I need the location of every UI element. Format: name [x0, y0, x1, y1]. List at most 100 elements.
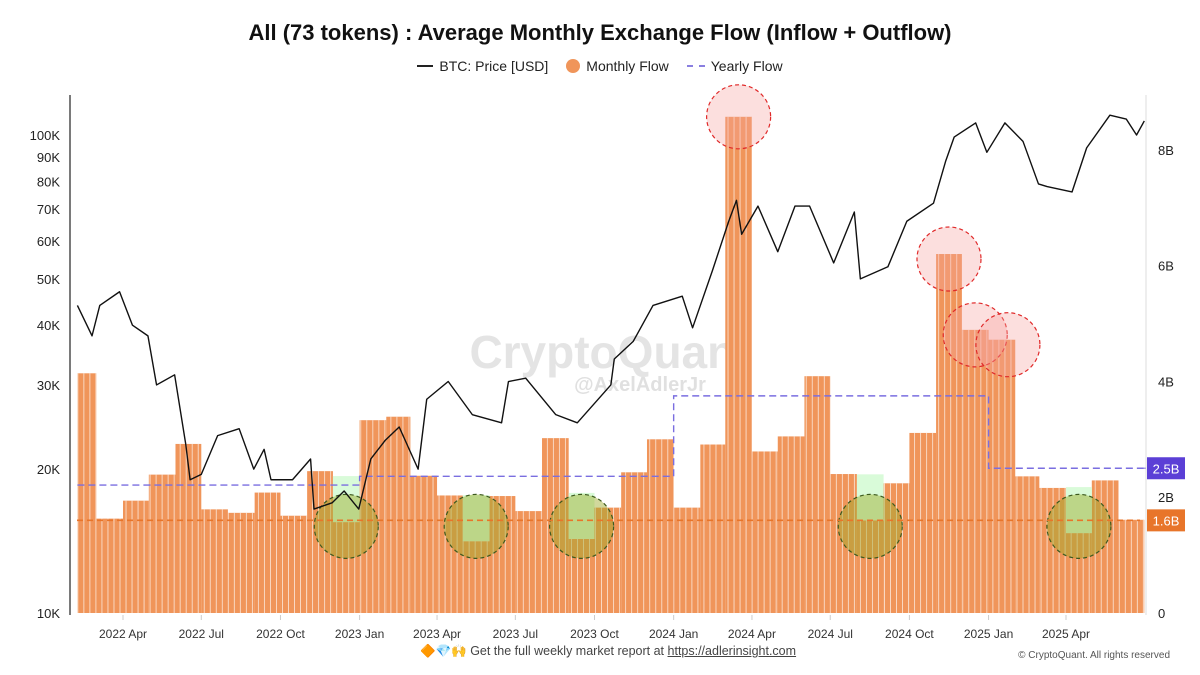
- x-axis-tick-label: 2022 Jul: [179, 627, 224, 641]
- weekly-stripes: [673, 507, 701, 613]
- weekly-stripes: [594, 507, 622, 613]
- weekly-stripes: [227, 512, 255, 613]
- weekly-stripes: [462, 541, 490, 613]
- chart-title: All (73 tokens) : Average Monthly Exchan…: [248, 20, 952, 45]
- left-axis-tick-label: 60K: [37, 234, 60, 249]
- low-flow-highlight-circle: [837, 493, 903, 559]
- high-flow-highlight-circle: [706, 84, 772, 150]
- weekly-stripes: [332, 522, 360, 613]
- report-link[interactable]: https://adlerinsight.com: [667, 644, 797, 658]
- x-axis-tick-label: 2025 Jan: [964, 627, 1013, 641]
- x-axis-tick-label: 2024 Oct: [885, 627, 934, 641]
- weekly-stripes: [830, 474, 857, 613]
- copyright: © CryptoQuant. All rights reserved: [1018, 650, 1170, 661]
- weekly-stripes: [883, 483, 910, 613]
- left-axis-tick-label: 30K: [37, 378, 60, 393]
- watermark-brand: CryptoQuant: [469, 326, 750, 378]
- weekly-stripes: [646, 439, 674, 613]
- x-axis-tick-label: 2023 Jan: [335, 627, 384, 641]
- high-flow-highlight-circle: [975, 312, 1041, 378]
- right-axis-tick-label: 4B: [1158, 374, 1174, 389]
- x-axis-tick-label: 2022 Apr: [99, 627, 147, 641]
- watermark: CryptoQuant @AxelAdlerJr: [469, 326, 750, 396]
- x-axis-tick-label: 2024 Jan: [649, 627, 698, 641]
- x-axis-tick-label: 2024 Jul: [808, 627, 853, 641]
- x-axis-tick-label: 2023 Apr: [413, 627, 461, 641]
- legend: BTC: Price [USD] Monthly Flow Yearly Flo…: [0, 58, 1200, 74]
- x-axis-tick-label: 2023 Jul: [493, 627, 538, 641]
- legend-item-monthly-flow[interactable]: Monthly Flow: [566, 58, 669, 74]
- watermark-handle: @AxelAdlerJr: [574, 374, 706, 396]
- weekly-stripes: [280, 515, 308, 613]
- left-axis-tick-label: 20K: [37, 462, 60, 477]
- line-swatch-icon: [417, 65, 434, 67]
- low-flow-highlight-circle: [313, 493, 379, 559]
- legend-label: Yearly Flow: [710, 58, 783, 74]
- reference-value-label: 2.5B: [1153, 461, 1180, 476]
- low-flow-highlight-circle: [443, 493, 509, 559]
- left-axis-tick-label: 50K: [37, 272, 60, 287]
- left-axis-tick-label: 90K: [37, 150, 60, 165]
- low-flow-highlight-box: [856, 474, 884, 521]
- weekly-stripes: [542, 438, 569, 613]
- high-flow-highlight-circle: [942, 302, 1008, 368]
- weekly-stripes: [359, 420, 387, 613]
- x-axis-tick-label: 2022 Oct: [256, 627, 305, 641]
- reference-value-badge: [1147, 509, 1185, 532]
- reference-value-badge: [1147, 457, 1185, 480]
- weekly-stripes: [201, 509, 228, 613]
- weekly-stripes: [909, 432, 937, 613]
- weekly-stripes: [804, 376, 831, 613]
- weekly-stripes: [386, 416, 411, 613]
- footer: 🔶💎🙌 Get the full weekly market report at…: [420, 644, 796, 659]
- weekly-stripes: [961, 329, 989, 613]
- legend-label: Monthly Flow: [586, 58, 669, 74]
- weekly-stripes: [175, 443, 202, 613]
- x-axis-tick-label: 2023 Oct: [570, 627, 619, 641]
- left-axis-tick-label: 10K: [37, 606, 60, 621]
- right-axis-tick-label: 6B: [1158, 259, 1174, 274]
- left-axis-tick-label: 70K: [37, 202, 60, 217]
- high-flow-highlight-circle: [916, 226, 982, 292]
- right-axis-tick-label: 0: [1158, 606, 1165, 621]
- legend-label: BTC: Price [USD]: [439, 58, 549, 74]
- weekly-stripes: [410, 475, 438, 613]
- right-axis-tick-label: 2B: [1158, 490, 1174, 505]
- legend-item-btc-price[interactable]: BTC: Price [USD]: [417, 58, 548, 74]
- low-flow-highlight-box: [568, 492, 595, 539]
- weekly-stripes: [1015, 476, 1040, 613]
- footer-emoji: 🔶💎🙌: [420, 644, 467, 658]
- weekly-stripes: [515, 511, 543, 613]
- legend-item-yearly-flow[interactable]: Yearly Flow: [686, 58, 783, 74]
- x-axis-tick-label: 2025 Apr: [1042, 627, 1090, 641]
- left-axis-tick-label: 40K: [37, 318, 60, 333]
- weekly-stripes: [568, 538, 595, 613]
- x-axis-tick-label: 2024 Apr: [728, 627, 776, 641]
- weekly-stripes: [621, 472, 647, 613]
- low-flow-highlight-box: [462, 495, 490, 542]
- left-axis-tick-label: 80K: [37, 174, 60, 189]
- low-flow-highlight-box: [332, 476, 360, 523]
- weekly-stripes: [489, 496, 516, 613]
- weekly-stripes: [77, 373, 97, 613]
- weekly-stripes: [148, 474, 176, 613]
- weekly-stripes: [307, 471, 333, 613]
- footer-text: Get the full weekly market report at: [470, 644, 665, 658]
- weekly-stripes: [777, 436, 805, 613]
- weekly-stripes: [254, 492, 281, 613]
- weekly-stripes: [437, 495, 463, 613]
- btc-price-line: [76, 114, 1145, 510]
- dot-swatch-icon: [566, 59, 581, 73]
- weekly-stripes: [700, 444, 726, 613]
- low-flow-highlight-circle: [548, 493, 615, 559]
- reference-value-label: 1.6B: [1153, 513, 1180, 528]
- weekly-stripes: [123, 500, 149, 613]
- weekly-stripes: [96, 518, 123, 613]
- weekly-stripes: [1066, 533, 1092, 613]
- yearly-flow-line: [77, 395, 1145, 486]
- left-axis-tick-label: 100K: [30, 128, 61, 143]
- weekly-stripes: [1091, 480, 1119, 613]
- low-flow-highlight-circle: [1046, 493, 1112, 559]
- dash-swatch-icon: [686, 65, 705, 67]
